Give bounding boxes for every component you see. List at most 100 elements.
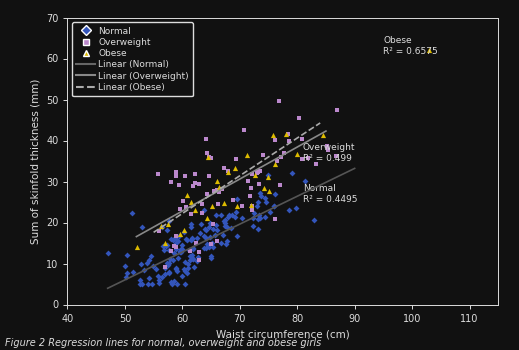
Point — [159, 243, 167, 248]
Point — [123, 252, 131, 258]
Point — [212, 178, 221, 183]
Point — [258, 153, 267, 158]
Point — [264, 175, 272, 180]
Point — [172, 266, 180, 272]
Point — [181, 281, 189, 287]
Point — [208, 240, 216, 246]
Point — [251, 173, 260, 178]
Text: Overweight
R² = 0.499: Overweight R² = 0.499 — [303, 143, 356, 163]
Point — [179, 242, 187, 247]
Point — [144, 281, 152, 287]
Point — [204, 244, 213, 250]
Point — [161, 272, 169, 277]
Point — [167, 248, 175, 254]
Point — [270, 216, 279, 222]
Point — [162, 260, 171, 266]
Point — [243, 153, 251, 158]
Point — [212, 238, 221, 244]
Point — [254, 199, 262, 205]
Legend: Normal, Overweight, Obese, Linear (Normal), Linear (Overweight), Linear (Obese): Normal, Overweight, Obese, Linear (Norma… — [72, 22, 193, 96]
Point — [166, 256, 174, 262]
Point — [186, 257, 194, 263]
Point — [262, 199, 270, 205]
Point — [213, 227, 221, 233]
Point — [252, 203, 261, 209]
Point — [193, 240, 201, 246]
Point — [174, 238, 183, 244]
Point — [255, 190, 264, 196]
Point — [137, 261, 145, 267]
Point — [270, 191, 279, 197]
Point — [188, 236, 196, 241]
Point — [221, 218, 229, 223]
Point — [181, 173, 189, 178]
Point — [213, 187, 222, 193]
Point — [180, 228, 188, 233]
Point — [133, 244, 142, 250]
Point — [204, 154, 213, 160]
Point — [277, 154, 285, 160]
Point — [222, 241, 230, 247]
Point — [304, 155, 312, 160]
Point — [176, 206, 184, 212]
Point — [191, 181, 199, 186]
Point — [188, 246, 197, 252]
Point — [222, 224, 230, 230]
Point — [333, 107, 342, 113]
Point — [202, 136, 210, 141]
Point — [250, 210, 258, 215]
Point — [187, 199, 195, 205]
Point — [209, 221, 217, 226]
Point — [220, 201, 228, 206]
Point — [186, 248, 195, 253]
Point — [157, 223, 166, 229]
Point — [324, 147, 332, 153]
Point — [155, 280, 163, 286]
Point — [167, 179, 175, 185]
Point — [181, 236, 189, 241]
Point — [206, 234, 214, 240]
Point — [173, 256, 182, 261]
Point — [202, 150, 211, 156]
Point — [198, 202, 206, 207]
Point — [257, 193, 265, 198]
Point — [266, 209, 274, 214]
Point — [191, 171, 199, 176]
Point — [231, 214, 239, 219]
Point — [163, 228, 171, 233]
Point — [231, 209, 240, 215]
Point — [247, 202, 255, 208]
Point — [220, 165, 228, 171]
Point — [256, 215, 264, 220]
Point — [199, 233, 208, 239]
Point — [180, 266, 188, 272]
Point — [163, 221, 172, 227]
Point — [160, 247, 168, 253]
Point — [185, 247, 194, 253]
Point — [146, 253, 155, 259]
Point — [295, 116, 304, 121]
Point — [145, 258, 154, 263]
Point — [249, 215, 257, 220]
Point — [246, 193, 254, 199]
Point — [247, 185, 255, 191]
Point — [154, 172, 162, 177]
Point — [170, 250, 178, 256]
Point — [265, 188, 274, 194]
Point — [169, 257, 177, 263]
Point — [253, 170, 261, 175]
Point — [136, 278, 144, 283]
Point — [202, 228, 210, 233]
Point — [280, 150, 288, 156]
Point — [248, 204, 256, 209]
Point — [155, 277, 163, 283]
Point — [162, 244, 170, 249]
Point — [215, 184, 224, 190]
Point — [204, 173, 213, 178]
Point — [165, 247, 173, 253]
Point — [195, 258, 203, 263]
Point — [233, 204, 241, 209]
Point — [271, 162, 279, 167]
Point — [103, 250, 112, 256]
Point — [275, 98, 283, 104]
